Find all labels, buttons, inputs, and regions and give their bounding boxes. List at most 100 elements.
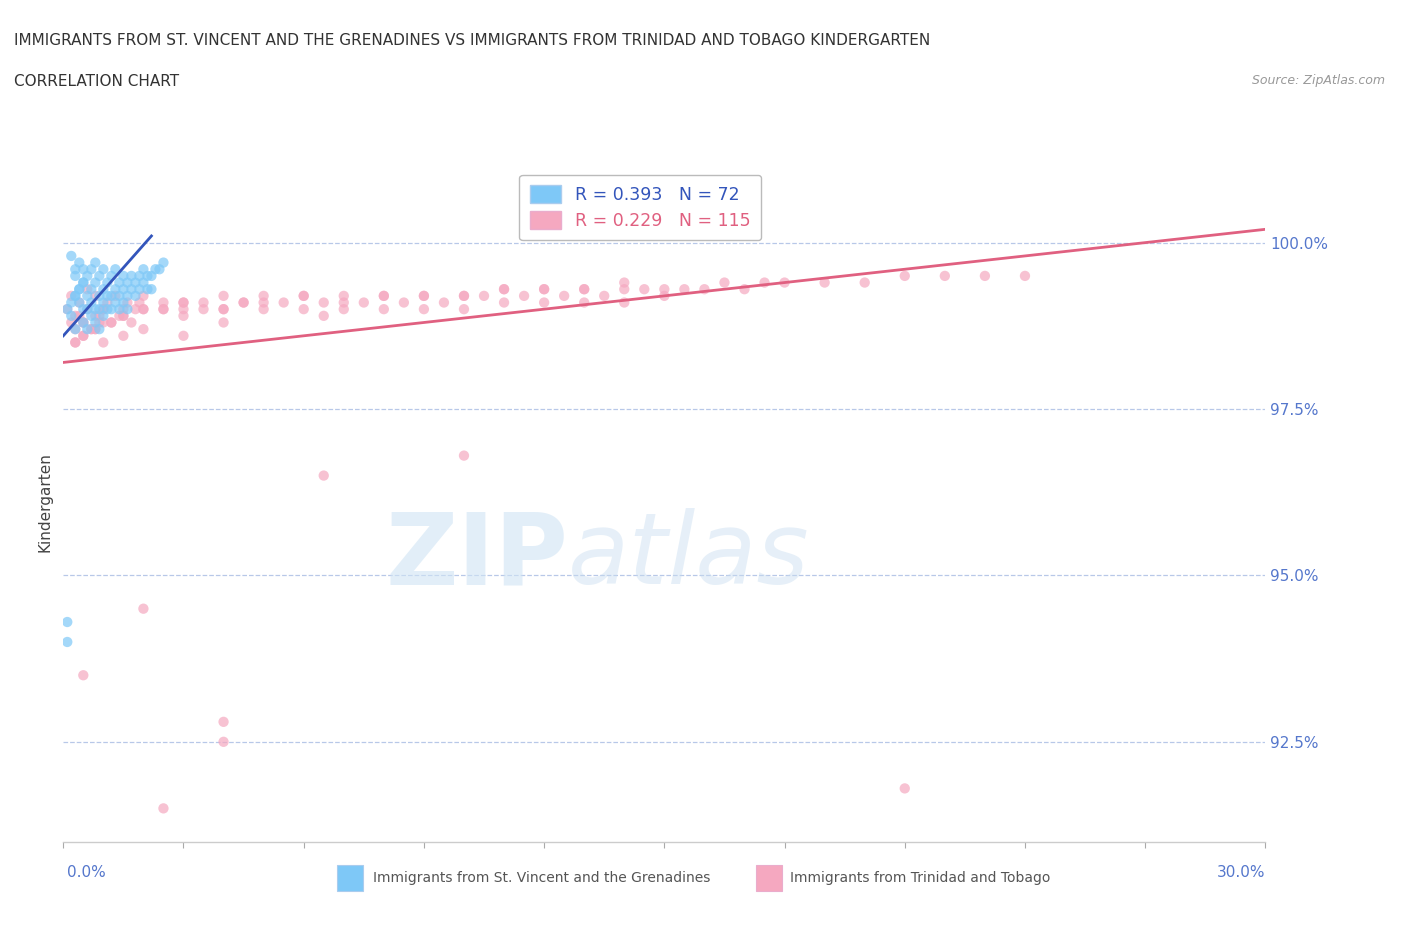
Point (76, 301, 98, 316)
Point (212, 315, 235, 330)
Point (120, 315, 142, 330)
Point (292, 288, 315, 303)
Point (212, 301, 235, 316)
Point (513, 288, 536, 303)
Point (65, 309, 87, 324)
Point (613, 275, 636, 290)
Point (84, 309, 107, 324)
Point (574, 282, 596, 297)
Point (93, 335, 115, 350)
Point (292, 301, 315, 316)
Point (120, 269, 142, 284)
Point (100, 269, 122, 284)
Point (128, 282, 150, 297)
Point (96, 275, 118, 290)
Point (353, 295, 375, 310)
Point (89, 322, 111, 337)
Point (65, 335, 87, 350)
Point (72, 275, 94, 290)
Point (124, 301, 146, 316)
Point (104, 262, 127, 277)
Point (93, 315, 115, 330)
Point (494, 282, 516, 297)
Point (76, 282, 98, 297)
Point (65, 288, 87, 303)
Point (141, 282, 163, 297)
Point (533, 282, 555, 297)
Point (136, 269, 159, 284)
Point (117, 301, 139, 316)
Point (453, 448, 475, 463)
Point (89, 288, 111, 303)
Point (108, 301, 131, 316)
Point (613, 295, 636, 310)
Point (80, 295, 103, 310)
Text: Immigrants from Trinidad and Tobago: Immigrants from Trinidad and Tobago (790, 870, 1050, 885)
Point (312, 468, 335, 483)
Point (72, 315, 94, 330)
Point (65, 322, 87, 337)
Point (232, 295, 254, 310)
Point (494, 282, 516, 297)
Point (172, 301, 194, 316)
Point (89, 269, 111, 284)
Point (112, 301, 135, 316)
Point (72, 262, 94, 277)
Point (453, 301, 475, 316)
Text: ZIP: ZIP (385, 508, 568, 605)
Point (56, 615, 79, 630)
Point (84, 322, 107, 337)
Point (84, 275, 107, 290)
Point (152, 301, 174, 316)
Text: Source: ZipAtlas.com: Source: ZipAtlas.com (1251, 74, 1385, 87)
Point (100, 315, 122, 330)
Point (152, 801, 174, 816)
Point (132, 602, 155, 617)
Point (112, 269, 135, 284)
Point (67, 295, 90, 310)
Point (80, 322, 103, 337)
Point (553, 288, 575, 303)
Point (108, 288, 131, 303)
Point (152, 295, 174, 310)
Point (117, 275, 139, 290)
Point (124, 275, 146, 290)
Point (145, 262, 167, 277)
Point (273, 295, 295, 310)
Point (132, 301, 155, 316)
Point (56, 301, 79, 316)
Point (152, 255, 174, 270)
Point (56, 301, 79, 316)
Point (392, 295, 415, 310)
Point (212, 288, 235, 303)
Point (76, 269, 98, 284)
Point (1014, 269, 1036, 284)
Point (813, 275, 835, 290)
Point (413, 288, 436, 303)
Point (734, 282, 756, 297)
Point (373, 288, 395, 303)
Point (212, 735, 235, 750)
Point (773, 275, 796, 290)
Point (100, 288, 122, 303)
Point (80, 309, 103, 324)
Point (413, 288, 436, 303)
Point (72, 328, 94, 343)
Point (132, 275, 155, 290)
Point (132, 288, 155, 303)
Point (96, 288, 118, 303)
Point (112, 295, 135, 310)
Point (212, 301, 235, 316)
Point (112, 309, 135, 324)
Point (894, 269, 917, 284)
Point (253, 295, 276, 310)
Point (152, 301, 174, 316)
Point (132, 301, 155, 316)
Point (652, 288, 676, 303)
Point (117, 288, 139, 303)
Point (652, 282, 676, 297)
Point (67, 282, 90, 297)
Point (112, 328, 135, 343)
Point (80, 322, 103, 337)
Point (533, 282, 555, 297)
